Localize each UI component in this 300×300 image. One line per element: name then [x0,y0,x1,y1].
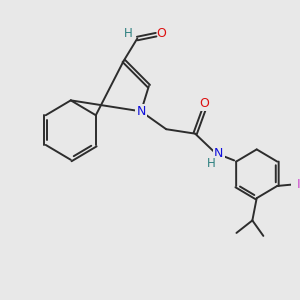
Text: H: H [207,157,215,170]
Text: N: N [136,105,146,118]
Text: H: H [124,27,132,40]
Text: O: O [200,97,210,110]
Text: O: O [156,27,166,40]
Text: N: N [214,147,224,160]
Text: I: I [296,178,300,191]
